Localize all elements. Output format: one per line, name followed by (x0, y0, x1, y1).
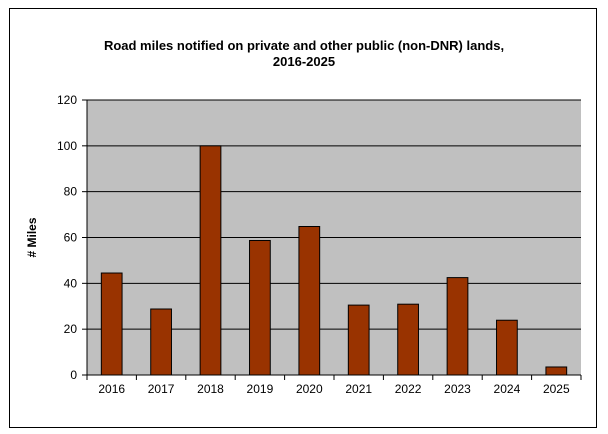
x-tick-label: 2020 (296, 382, 323, 396)
x-tick-label: 2022 (395, 382, 422, 396)
x-tick-label: 2019 (247, 382, 274, 396)
bar-2018 (199, 145, 222, 376)
y-tick-label: 20 (64, 322, 78, 336)
chart-title-line2: 2016-2025 (272, 54, 336, 69)
x-tick-label: 2023 (444, 382, 471, 396)
y-tick-label: 0 (70, 368, 77, 382)
y-tick-label: 120 (57, 93, 77, 107)
y-tick-labels: 0 20 40 60 80 100 120 (57, 93, 77, 382)
x-tick-label: 2016 (98, 382, 125, 396)
chart-title-line1: Road miles notified on private and other… (103, 38, 505, 53)
bar-2021 (347, 304, 370, 376)
y-tick-label: 100 (57, 139, 77, 153)
y-tick-label: 60 (64, 231, 78, 245)
bar-2022 (397, 303, 419, 376)
x-tick-label: 2018 (197, 382, 224, 396)
chart-title: Road miles notified on private and other… (0, 38, 608, 70)
bar-2017 (150, 308, 172, 376)
bar-2023 (446, 277, 469, 376)
bar-2024 (496, 319, 518, 376)
bar-2016 (100, 272, 123, 376)
bar-2025 (545, 366, 568, 376)
y-axis-label: # Miles (25, 217, 39, 257)
x-tick-labels: 2016 2017 2018 2019 2020 2021 2022 2023 2024 2025 (98, 382, 570, 396)
x-tick-label: 2017 (148, 382, 175, 396)
x-tick-label: 2025 (543, 382, 570, 396)
y-tick-label: 80 (64, 185, 78, 199)
y-tick-label: 40 (64, 276, 78, 290)
bar-2020 (298, 226, 321, 376)
x-tick-label: 2024 (494, 382, 521, 396)
axes (82, 99, 582, 380)
bar-2019 (249, 239, 271, 376)
bars (100, 145, 568, 376)
x-tick-label: 2021 (345, 382, 372, 396)
gridlines (87, 99, 581, 330)
